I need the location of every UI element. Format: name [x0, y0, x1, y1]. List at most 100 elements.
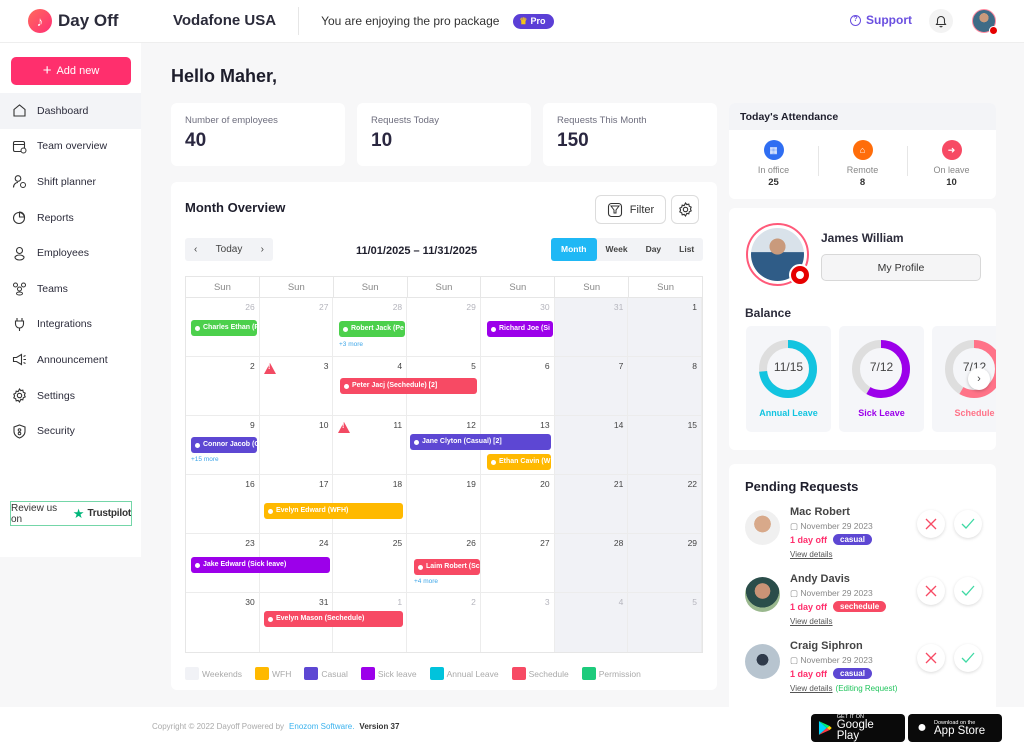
- calendar-day[interactable]: 5: [407, 357, 481, 415]
- calendar-day-weekend[interactable]: 8: [628, 357, 703, 415]
- calendar-day[interactable]: 11: [333, 416, 408, 474]
- view-list-tab[interactable]: List: [679, 244, 695, 254]
- calendar-day[interactable]: 30: [481, 298, 555, 356]
- calendar-day-weekend[interactable]: 1: [628, 298, 703, 356]
- calendar-day[interactable]: 16: [186, 475, 260, 533]
- calendar-event[interactable]: Jake Edward (Sick leave): [191, 557, 330, 573]
- calendar-day-weekend[interactable]: 7: [554, 357, 629, 415]
- today-button[interactable]: Today: [215, 244, 243, 255]
- sidebar-item-settings[interactable]: Settings: [0, 378, 141, 414]
- calendar-day[interactable]: 18: [333, 475, 408, 533]
- calendar-day[interactable]: 27: [260, 298, 334, 356]
- calendar-day[interactable]: 29: [407, 298, 481, 356]
- reject-button[interactable]: [917, 510, 945, 538]
- calendar-day[interactable]: 10: [260, 416, 334, 474]
- calendar-event[interactable]: Charles Ethan (P: [191, 320, 257, 336]
- calendar-day-weekend[interactable]: 21: [554, 475, 629, 533]
- profile-avatar: [746, 223, 811, 286]
- sidebar-item-reports[interactable]: Reports: [0, 200, 141, 236]
- sidebar-item-security[interactable]: Security: [0, 413, 141, 449]
- view-details-link[interactable]: View details: [790, 617, 833, 626]
- sidebar-item-employees[interactable]: Employees: [0, 235, 141, 271]
- user-avatar[interactable]: [972, 9, 998, 35]
- warning-icon[interactable]: [338, 422, 350, 433]
- calendar-icon: ▢: [790, 521, 801, 531]
- support-link[interactable]: ? Support: [850, 13, 912, 27]
- calendar-day-weekend[interactable]: 31: [554, 298, 629, 356]
- add-new-button[interactable]: + Add new: [11, 57, 131, 85]
- notifications-button[interactable]: [929, 9, 953, 33]
- sidebar-item-shift-planner[interactable]: Shift planner: [0, 164, 141, 200]
- more-events-link[interactable]: +3 more: [339, 341, 364, 348]
- next-month-button[interactable]: ›: [260, 244, 264, 255]
- calendar-day[interactable]: 25: [333, 534, 408, 592]
- calendar-day[interactable]: 2: [407, 593, 481, 652]
- calendar-settings-button[interactable]: [671, 195, 699, 224]
- filter-button[interactable]: Filter: [595, 195, 666, 224]
- calendar-event[interactable]: Ethan Cavin (W: [487, 454, 551, 470]
- calendar-day[interactable]: 24: [260, 534, 334, 592]
- calendar-event[interactable]: Jane Clyton (Casual) [2]: [410, 434, 551, 450]
- calendar-day[interactable]: 3: [481, 593, 555, 652]
- app-store-button[interactable]: ● Download on the App Store: [908, 714, 1002, 742]
- calendar-week: 26 27 28 29 30 31 1 Charles Ethan (P Rob…: [186, 298, 703, 357]
- calendar-day-weekend[interactable]: 5: [628, 593, 703, 652]
- sidebar-item-team-overview[interactable]: Team overview: [0, 129, 141, 165]
- calendar-event[interactable]: Laim Robert (Sc: [414, 559, 480, 575]
- calendar-day-weekend[interactable]: 14: [554, 416, 629, 474]
- sidebar-item-dashboard[interactable]: Dashboard: [0, 93, 141, 129]
- calendar-day[interactable]: 26: [407, 534, 481, 592]
- calendar-day-weekend[interactable]: 15: [628, 416, 703, 474]
- approve-button[interactable]: [954, 644, 982, 672]
- calendar-event[interactable]: Evelyn Edward (WFH): [264, 503, 403, 519]
- balance-next-button[interactable]: ›: [968, 368, 990, 390]
- prev-month-button[interactable]: ‹: [194, 244, 198, 255]
- enozom-link[interactable]: Enozom Software.: [289, 722, 355, 731]
- view-day-tab[interactable]: Day: [645, 244, 662, 254]
- view-details-link[interactable]: View details: [790, 684, 833, 693]
- sidebar-item-integrations[interactable]: Integrations: [0, 307, 141, 343]
- calendar-event[interactable]: Peter Jacj (Sechedule) [2]: [340, 378, 477, 394]
- calendar-day[interactable]: 19: [407, 475, 481, 533]
- calendar-day[interactable]: 28: [333, 298, 408, 356]
- calendar-day[interactable]: 30: [186, 593, 260, 652]
- calendar-day[interactable]: 3: [260, 357, 334, 415]
- calendar-day[interactable]: 2: [186, 357, 260, 415]
- view-week-tab[interactable]: Week: [605, 244, 628, 254]
- calendar-day[interactable]: 1: [333, 593, 408, 652]
- sidebar-item-announcement[interactable]: Announcement: [0, 342, 141, 378]
- more-events-link[interactable]: +15 more: [191, 456, 219, 463]
- calendar-day-weekend[interactable]: 4: [554, 593, 629, 652]
- trustpilot-review-button[interactable]: Review us on ★ Trustpilot: [10, 501, 132, 526]
- calendar-event[interactable]: Evelyn Mason (Sechedule): [264, 611, 403, 627]
- approve-button[interactable]: [954, 510, 982, 538]
- calendar-day-weekend[interactable]: 29: [628, 534, 703, 592]
- users-icon: [12, 281, 27, 296]
- calendar-day-weekend[interactable]: 22: [628, 475, 703, 533]
- sidebar-item-teams[interactable]: Teams: [0, 271, 141, 307]
- attendance-on-leave[interactable]: ➜ On leave 10: [907, 140, 996, 188]
- approve-button[interactable]: [954, 577, 982, 605]
- view-details-link[interactable]: View details: [790, 550, 833, 559]
- app-logo[interactable]: ♪ Day Off: [28, 9, 160, 33]
- calendar-day[interactable]: 20: [481, 475, 555, 533]
- warning-icon[interactable]: [264, 363, 276, 374]
- calendar-day[interactable]: 6: [481, 357, 555, 415]
- calendar-event[interactable]: Robert Jack (Pe: [339, 321, 405, 337]
- attendance-remote[interactable]: ⌂ Remote 8: [818, 140, 907, 188]
- reject-button[interactable]: [917, 577, 945, 605]
- editing-request-note: (Editing Request): [835, 684, 898, 693]
- google-play-button[interactable]: GET IT ON Google Play: [811, 714, 905, 742]
- attendance-in-office[interactable]: ▦ In office 25: [729, 140, 818, 188]
- more-events-link[interactable]: +4 more: [414, 578, 439, 585]
- calendar-event[interactable]: Richard Joe (Si: [487, 321, 553, 337]
- view-month-tab[interactable]: Month: [551, 238, 597, 261]
- calendar-day[interactable]: 9: [186, 416, 260, 474]
- my-profile-button[interactable]: My Profile: [821, 254, 981, 281]
- calendar-day[interactable]: 27: [481, 534, 555, 592]
- calendar-event[interactable]: Connor Jacob (C: [191, 437, 257, 453]
- calendar-day[interactable]: 26: [186, 298, 260, 356]
- calendar-day-weekend[interactable]: 28: [554, 534, 629, 592]
- reject-button[interactable]: [917, 644, 945, 672]
- calendar-day[interactable]: 13: [481, 416, 555, 474]
